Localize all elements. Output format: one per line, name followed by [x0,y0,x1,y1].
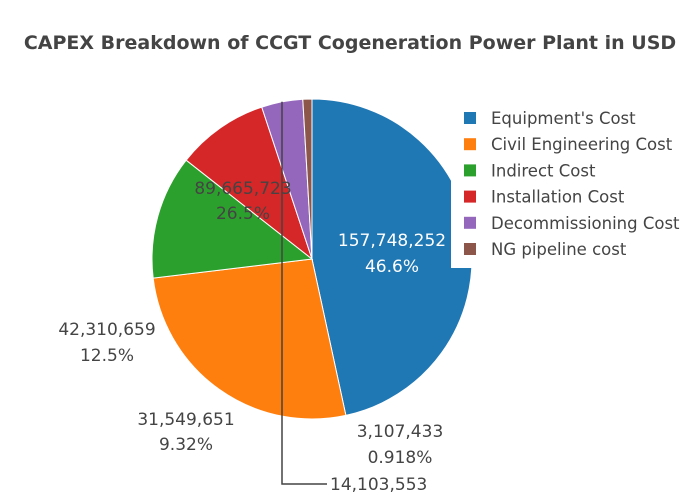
legend-item-decommissioning[interactable]: Decommissioning Cost [464,214,680,233]
slice-value-label-equipment: 157,748,252 [338,231,446,251]
slice-percent-label-indirect: 12.5% [80,346,134,366]
legend-label-indirect: Indirect Cost [491,161,596,180]
slice-value-label-decommissioning: 14,103,553 [330,475,427,495]
legend-swatch-installation [464,190,476,203]
legend: Equipment's Cost Civil Engineering Cost In… [451,104,691,268]
legend-item-installation[interactable]: Installation Cost [464,188,625,207]
slice-value-label-civil: 89,665,723 [194,179,291,199]
legend-item-civil[interactable]: Civil Engineering Cost [464,135,673,154]
pie-slice-indirect [151,159,314,279]
legend-swatch-ng-pipeline [464,243,476,255]
pie-slice-civil [152,258,347,420]
slice-percent-label-ng-pipeline: 0.918% [368,448,433,468]
slice-percent-label-installation: 9.32% [159,435,213,455]
pie-slice-installation [185,106,313,261]
legend-item-equipment[interactable]: Equipment's Cost [464,109,636,128]
chart-title: CAPEX Breakdown of CCGT Cogeneration Pow… [24,32,676,54]
slice-percent-label-civil: 26.5% [216,204,270,224]
slice-value-label-ng-pipeline: 3,107,433 [357,422,444,442]
legend-label-civil: Civil Engineering Cost [491,135,673,154]
legend-label-decommissioning: Decommissioning Cost [491,214,680,233]
legend-label-installation: Installation Cost [491,188,625,207]
slice-value-label-indirect: 42,310,659 [58,320,155,340]
labels-layer: 157,748,252 46.6% 89,665,723 26.5% 42,310,65… [58,101,446,495]
legend-item-indirect[interactable]: Indirect Cost [464,161,596,180]
slice-value-label-installation: 31,549,651 [137,410,234,430]
slices-layer [151,98,473,420]
legend-swatch-equipment [464,112,476,124]
legend-swatch-decommissioning [464,216,476,229]
legend-label-ng-pipeline: NG pipeline cost [491,240,627,259]
legend-label-equipment: Equipment's Cost [491,109,636,128]
legend-item-ng-pipeline[interactable]: NG pipeline cost [464,240,627,259]
legend-background [451,104,691,268]
legend-swatch-indirect [464,164,476,177]
slice-percent-label-equipment: 46.6% [365,257,419,277]
leader-line-decommissioning [281,101,327,485]
pie-slice-ng-pipeline [302,98,313,260]
legend-swatch-civil [464,138,476,151]
